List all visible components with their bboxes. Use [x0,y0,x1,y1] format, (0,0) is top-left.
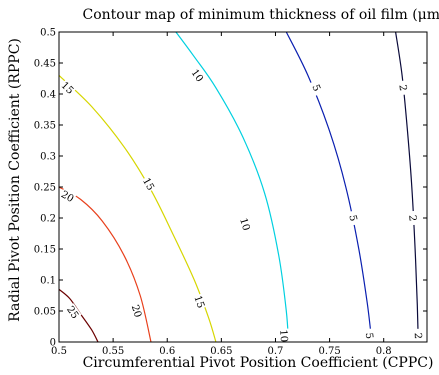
contour-label-gap [406,210,419,226]
contour-label-10: 10 [277,329,289,342]
contour-label-gap [58,188,77,205]
contour-label-gap [278,328,291,344]
y-axis-ticks: 0 0.05 0.1 0.15 0.2 0.25 0.3 0.35 0.4 0.45 0.5 [34,28,427,349]
x-axis-title: Circumferential Pivot Position Coefficie… [83,355,434,371]
contour-label-20: 20 [129,304,143,319]
y-tick-label: 0.35 [34,121,56,132]
contour-label-gap [363,328,376,344]
y-tick-label: 0.25 [34,183,56,194]
x-tick-label: 0.6 [159,346,175,357]
contour-label-gap [308,79,325,97]
y-tick-label: 0.45 [34,59,56,70]
contour-label-gap [188,66,207,85]
y-tick-label: 0.4 [40,90,56,101]
contour-label-25: 25 [64,304,80,321]
contour-label-5: 5 [363,332,375,340]
y-tick-label: 0.05 [34,307,56,318]
y-tick-label: 0.3 [40,152,56,163]
contour-label-5: 5 [346,214,358,222]
contour-label-15: 15 [191,294,206,310]
y-axis-title: Radial Pivot Position Coefficient (RPPC) [7,38,23,322]
y-tick-label: 0.15 [34,245,56,256]
contour-label-gap [192,293,208,311]
contour-line-5 [285,31,373,343]
contour-label-20: 20 [59,189,76,205]
contour-line-15 [58,74,217,343]
contour-line-20 [58,186,152,343]
contour-label-2: 2 [412,333,423,340]
x-tick-label: 0.55 [102,346,124,357]
y-tick-label: 0.2 [40,214,56,225]
contour-label-gap [396,80,410,96]
contour-label-5: 5 [309,83,322,93]
plot-frame [58,31,428,343]
contour-label-gap [64,303,82,322]
contour-label-gap [346,210,361,226]
x-tick-label: 0.7 [268,346,284,357]
contour-label-gap [58,78,77,97]
contour-label-10: 10 [189,68,205,85]
contour-label-gap [129,302,145,320]
y-tick-label: 0 [50,338,56,349]
contour-label-10: 10 [237,217,251,232]
contour-line-2 [395,31,419,343]
contour-lines [58,31,419,343]
x-tick-label: 0.65 [210,346,232,357]
x-axis-ticks: 0.5 0.55 0.6 0.65 0.7 0.75 0.8 [51,32,392,357]
y-tick-label: 0.5 [40,28,56,39]
contour-label-gap [237,215,253,233]
contour-line-10 [175,31,290,343]
contour-label-2: 2 [406,215,417,222]
contour-label-gap [140,175,158,193]
contour-label-gap [412,328,425,344]
chart-title: Contour map of minimum thickness of oil … [82,7,439,23]
contour-label-2: 2 [396,84,408,92]
x-tick-label: 0.5 [51,346,67,357]
x-tick-label: 0.75 [318,346,340,357]
contour-label-15: 15 [140,176,156,192]
y-tick-label: 0.1 [40,276,56,287]
x-tick-label: 0.8 [376,346,392,357]
